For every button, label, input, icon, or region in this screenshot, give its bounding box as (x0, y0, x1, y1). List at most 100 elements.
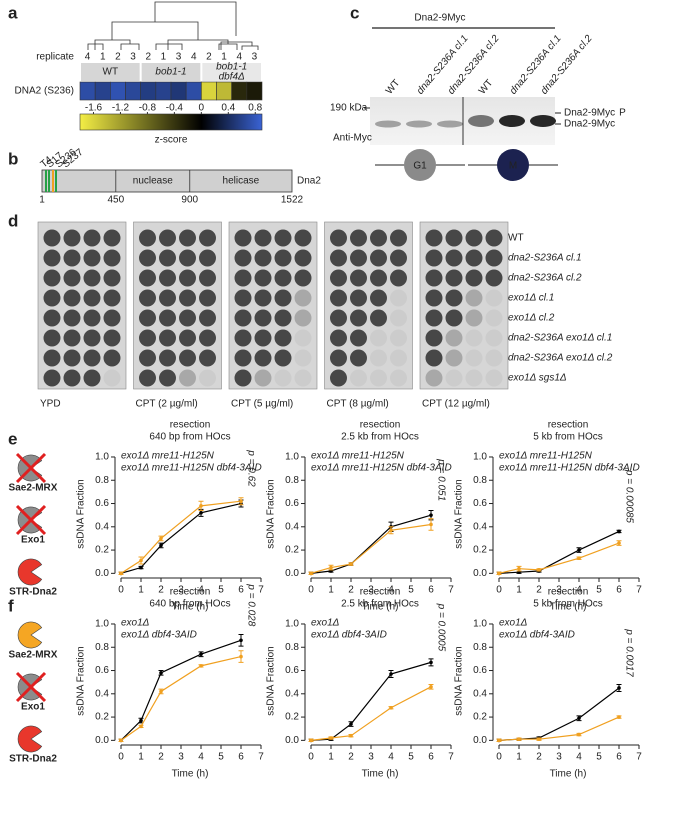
x-tick-label: 3 (556, 752, 562, 763)
x-axis-label: Time (h) (362, 769, 399, 780)
y-tick-label: 0.8 (95, 475, 109, 486)
spot (274, 269, 292, 287)
y-tick-label: 0.0 (473, 735, 487, 746)
pathway-icon (17, 558, 43, 586)
spot (445, 309, 463, 327)
replicate-number: 3 (176, 52, 182, 63)
spot (234, 369, 252, 387)
protein-name: Dna2 (297, 176, 321, 187)
group-label: dbf4Δ (219, 72, 245, 83)
spot (330, 229, 347, 247)
pathway-label: STR-Dna2 (9, 587, 57, 598)
colorbar (79, 113, 263, 131)
heatmap-cell (79, 81, 96, 101)
spot (485, 349, 503, 367)
spot (330, 309, 347, 327)
spot (274, 289, 292, 307)
spot (370, 369, 387, 387)
spot (350, 289, 367, 307)
spot (330, 269, 347, 287)
data-point (537, 737, 541, 741)
data-point (617, 686, 621, 690)
colorbar-tick-label: -0.8 (139, 103, 157, 114)
spot (390, 229, 407, 247)
replicate-number: 2 (206, 52, 212, 63)
dendrogram (87, 1, 259, 50)
band (406, 120, 432, 128)
blot-header: Dna2-9Myc (414, 13, 465, 24)
chart-subtitle: 640 bp from HOcs (149, 599, 230, 610)
data-point (497, 571, 501, 576)
chart-title: resection (548, 420, 589, 431)
replicate-number: 3 (130, 52, 136, 63)
strain-label: dna2-S236A cl.1 (508, 253, 582, 264)
data-point (497, 738, 501, 743)
chart-subtitle: 5 kb from HOcs (533, 599, 602, 610)
spot (485, 249, 503, 267)
spot (139, 269, 156, 287)
x-tick-label: 4 (576, 585, 582, 596)
spot (445, 249, 463, 267)
heatmap-cell (185, 81, 202, 101)
band (437, 120, 463, 128)
data-point (329, 736, 333, 740)
x-tick-label: 6 (238, 752, 244, 763)
spot (43, 349, 61, 367)
colorbar-tick-label: -1.6 (85, 103, 103, 114)
chart-title: resection (548, 587, 589, 598)
spot (43, 249, 61, 267)
spot (63, 269, 81, 287)
spot (83, 369, 101, 387)
data-point (577, 548, 581, 552)
spot (179, 229, 196, 247)
site-mark (48, 170, 50, 192)
group-box (202, 63, 261, 81)
x-tick-label: 3 (368, 752, 374, 763)
spot (159, 329, 176, 347)
spot (83, 249, 101, 267)
y-tick-label: 0.6 (95, 498, 109, 509)
spot (445, 369, 463, 387)
spot (294, 349, 312, 367)
spot (43, 369, 61, 387)
data-point (119, 571, 123, 576)
series-line (310, 514, 432, 574)
legend-entry: exo1Δ mre11-H125N dbf4-3AID (121, 463, 262, 474)
replicate-number: 1 (221, 52, 227, 63)
x-tick-label: 5 (408, 585, 414, 596)
series-line (120, 502, 242, 574)
marker-label: 190 kDa (330, 103, 368, 114)
spot (274, 309, 292, 327)
y-tick-label: 0.4 (285, 688, 299, 699)
x-tick-label: 4 (198, 752, 204, 763)
spot (199, 289, 216, 307)
spot (370, 229, 387, 247)
legend-entry: exo1Δ dbf4-3AID (499, 630, 575, 641)
colorbar-tick-label: 0.8 (248, 103, 262, 114)
spot (370, 309, 387, 327)
cross (15, 504, 47, 536)
plate-label: CPT (2 µg/ml) (136, 399, 198, 410)
x-tick-label: 6 (428, 752, 434, 763)
legend-entry: exo1Δ mre11-H125N (499, 451, 593, 462)
legend-entry: exo1Δ mre11-H125N dbf4-3AID (311, 463, 452, 474)
site-mark (52, 170, 54, 192)
spot (350, 349, 367, 367)
series-line (498, 542, 620, 574)
spot (390, 349, 407, 367)
spot (199, 309, 216, 327)
group-label: WT (103, 67, 119, 78)
series-line (120, 500, 242, 574)
y-tick-label: 0.0 (95, 735, 109, 746)
colorbar-tick-label: -1.2 (112, 103, 130, 114)
site-mark (55, 170, 57, 192)
x-tick-label: 1 (138, 752, 144, 763)
spot (43, 289, 61, 307)
spot (425, 269, 443, 287)
band-label: Dna2-9Myc (564, 108, 615, 119)
p-value: p = 0.62 (245, 449, 256, 487)
spot (274, 369, 292, 387)
y-tick-label: 0.2 (95, 545, 109, 556)
spot (103, 349, 121, 367)
colorbar-tick-label: -0.4 (166, 103, 184, 114)
